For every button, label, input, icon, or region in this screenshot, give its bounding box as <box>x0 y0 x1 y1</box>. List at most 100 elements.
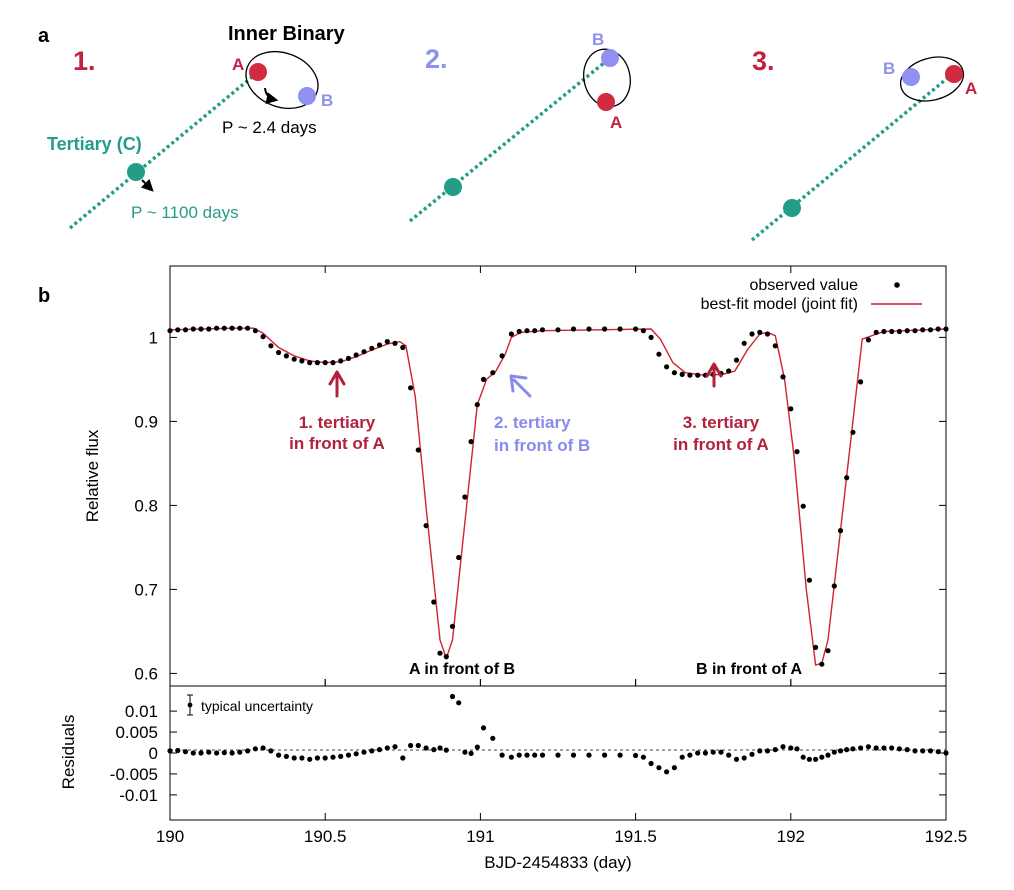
residual-point <box>726 752 732 758</box>
star-a-1 <box>249 63 267 81</box>
legend-observed-marker <box>894 282 900 288</box>
observed-point <box>837 528 844 534</box>
annotation-b-front-a: B in front of A <box>696 661 802 678</box>
residual-point <box>780 744 786 750</box>
observed-point <box>276 349 282 356</box>
observed-point <box>741 340 747 346</box>
residual-point <box>449 693 456 700</box>
annotation-3-line-1: 3. tertiary <box>683 413 760 432</box>
observed-point <box>904 328 910 334</box>
residual-point <box>443 747 449 753</box>
observed-point <box>431 599 437 605</box>
observed-point <box>617 326 623 332</box>
observed-point <box>353 352 359 358</box>
residual-point <box>384 745 390 751</box>
residual-point <box>431 747 437 753</box>
scene-1-number: 1. <box>73 46 96 76</box>
residual-ytick-label: 0 <box>149 744 158 763</box>
observed-point <box>384 339 390 345</box>
residual-point <box>182 749 189 755</box>
observed-point <box>794 449 800 455</box>
residual-point <box>532 752 538 758</box>
inner-orbit-3 <box>899 56 965 102</box>
residual-point <box>586 752 592 758</box>
residual-point <box>499 752 505 758</box>
observed-point <box>182 327 189 333</box>
observed-point <box>927 327 934 333</box>
residual-point <box>788 745 794 751</box>
observed-point <box>920 327 926 333</box>
tertiary-motion-arrow <box>140 178 154 192</box>
best-fit-model-line <box>169 327 947 666</box>
observed-point <box>640 328 647 334</box>
annotation-2-line-2: in front of B <box>494 436 590 455</box>
observed-point <box>516 328 522 335</box>
flux-axis-ticks: 0.6 0.7 0.8 0.9 1 <box>134 328 946 683</box>
observed-point <box>480 376 487 382</box>
residual-point <box>844 747 850 753</box>
observed-point <box>490 370 496 376</box>
star-c-2 <box>444 178 462 196</box>
residual-point <box>361 749 367 755</box>
observed-point <box>555 327 561 333</box>
residual-point <box>400 755 406 761</box>
residual-point <box>896 746 903 752</box>
annotation-2: 2. tertiary in front of B <box>494 374 590 455</box>
residual-point <box>245 748 251 754</box>
legend-model-label: best-fit model (joint fit) <box>701 296 858 313</box>
residual-point <box>648 760 654 767</box>
observed-point <box>896 328 903 335</box>
observed-point <box>532 328 538 334</box>
residual-point <box>850 746 856 752</box>
observed-point <box>474 402 480 408</box>
panel-b: b 0.6 0.7 0.8 0.9 1 0.01 0.005 0 -0.005 -0.01 19… <box>38 265 967 872</box>
observed-point <box>376 342 383 348</box>
tertiary-period-label: P ~ 1100 days <box>131 203 239 222</box>
panel-a: a 1. Inner Binary A B P ~ 2.4 days Terti… <box>38 23 977 242</box>
observed-point <box>772 343 778 349</box>
residual-point <box>679 754 685 760</box>
observed-point <box>167 328 173 334</box>
legend: observed value best-fit model (joint fit… <box>701 277 922 313</box>
observed-point <box>338 358 344 364</box>
flux-ytick-label: 1 <box>149 328 158 347</box>
residual-point <box>376 747 383 753</box>
residual-point <box>813 756 819 762</box>
observed-point <box>214 325 220 331</box>
observed-point <box>237 325 243 331</box>
observed-point <box>221 325 227 331</box>
tertiary-orbit-line-1 <box>68 70 260 230</box>
residual-ytick-label: 0.005 <box>115 723 158 742</box>
star-a-label-3: A <box>965 79 977 98</box>
observed-point <box>361 349 367 355</box>
observed-point <box>656 351 662 357</box>
residual-point <box>764 748 771 754</box>
observed-point <box>330 360 336 366</box>
scene-2-number: 2. <box>425 44 448 74</box>
residual-point <box>664 769 670 775</box>
residual-point <box>299 755 305 761</box>
observed-point <box>806 577 813 583</box>
flux-ytick-label: 0.7 <box>134 580 158 599</box>
residual-point <box>437 745 443 751</box>
observed-point <box>190 326 196 332</box>
residual-point <box>330 754 336 760</box>
xtick-label: 191.5 <box>614 827 657 846</box>
flux-ytick-label: 0.9 <box>134 412 158 431</box>
observed-point <box>539 327 546 333</box>
residual-point <box>687 752 693 758</box>
residual-point <box>369 748 375 754</box>
observed-point <box>322 360 328 366</box>
observed-point <box>175 327 181 333</box>
xtick-label: 190.5 <box>304 827 347 846</box>
x-axis-ticks: 190 190.5 191 191.5 192 192.5 <box>156 266 967 846</box>
panel-a-label: a <box>38 25 50 47</box>
observed-point <box>813 644 819 651</box>
observed-point <box>570 326 577 332</box>
uncertainty-label: typical uncertainty <box>201 698 313 714</box>
observed-point <box>749 331 755 337</box>
residual-point <box>671 765 678 771</box>
star-b-label-2: B <box>592 30 604 49</box>
residual-point <box>749 751 755 757</box>
